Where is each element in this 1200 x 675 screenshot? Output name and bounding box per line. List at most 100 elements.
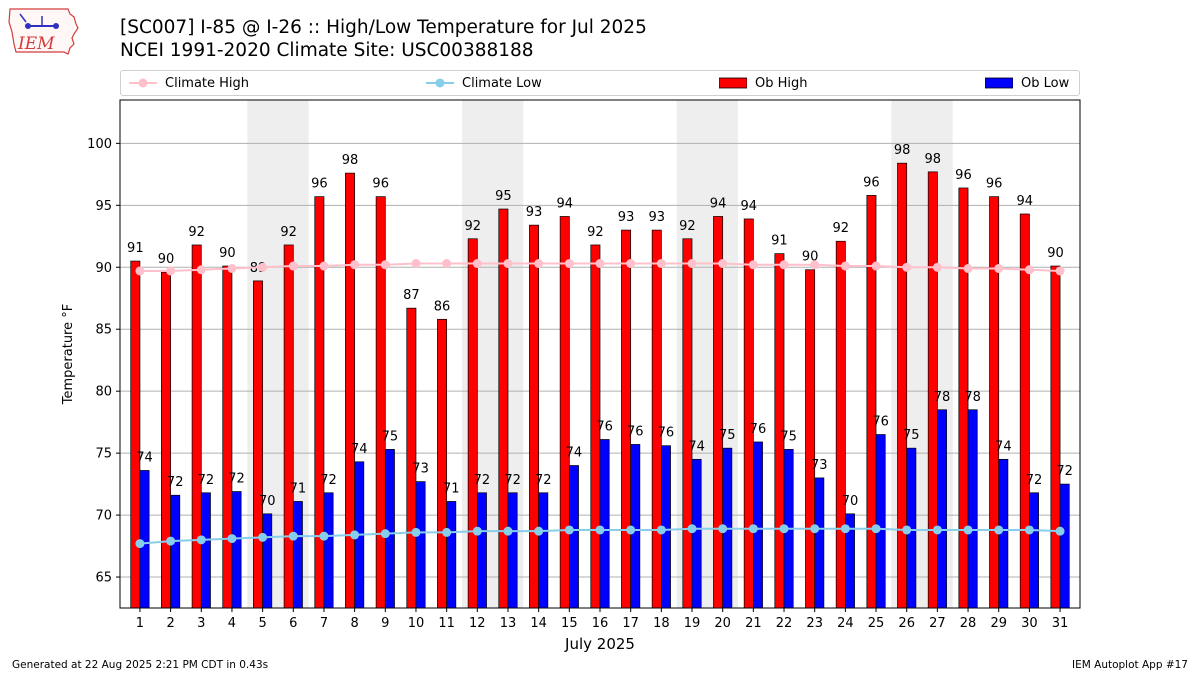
ob-low-bar [415,481,426,609]
ob-high-label: 90 [1047,246,1064,261]
legend-label-climate-high: Climate High [165,75,250,91]
climate-high-point [810,260,820,270]
ob-high-bar [682,238,693,609]
ob-low-label: 71 [290,481,307,496]
ob-high-label: 92 [280,225,297,240]
ob-high-label: 86 [434,299,451,314]
x-axis-label: July 2025 [564,635,635,653]
climate-high-point [840,261,850,271]
ob-high-label: 92 [188,225,205,240]
ob-high-label: 94 [740,199,757,214]
climate-high-point [227,264,237,274]
ob-low-bar [446,501,457,609]
ob-high-label: 98 [925,152,942,167]
ob-high-label: 92 [679,219,696,234]
x-tick-label: 5 [258,616,266,631]
climate-high-point [135,266,145,276]
climate-high-point [595,259,605,269]
ob-high-label: 98 [342,153,359,168]
ob-low-label: 76 [658,426,675,441]
climate-low-point [472,526,482,536]
climate-high-point [626,259,636,269]
ob-low-label: 75 [903,428,920,443]
x-tick-label: 29 [990,616,1007,631]
ob-high-bar [713,216,724,609]
climate-low-point [534,526,544,536]
y-tick-label: 80 [95,385,112,400]
ob-low-label: 74 [566,446,583,461]
x-tick-label: 21 [745,616,762,631]
x-tick-label: 19 [684,616,701,631]
x-tick-label: 30 [1021,616,1038,631]
climate-high-point [963,264,973,274]
ob-low-label: 71 [443,481,460,496]
climate-high-point [258,262,268,272]
ob-high-bar [1050,265,1061,609]
climate-high-point [503,259,513,269]
x-tick-label: 17 [622,616,639,631]
climate-high-point [779,260,789,270]
ob-low-bar [292,501,303,609]
x-tick-label: 22 [776,616,793,631]
ob-high-swatch-icon [719,77,747,89]
climate-low-point [626,525,636,535]
ob-low-bar [538,492,549,609]
ob-low-label: 73 [811,458,828,473]
ob-low-label: 76 [872,415,889,430]
x-tick-label: 3 [197,616,205,631]
ob-low-bar [384,449,395,609]
ob-low-label: 75 [780,429,797,444]
climate-low-point [564,525,574,535]
x-tick-label: 20 [714,616,731,631]
ob-high-bar [437,318,447,609]
y-tick-label: 100 [87,137,112,152]
legend-item-ob-low: Ob Low [985,71,1069,95]
ob-high-bar [161,271,171,609]
climate-high-point [1055,266,1065,276]
legend-label-ob-high: Ob High [755,75,808,91]
chart-subtitle: NCEI 1991-2020 Climate Site: USC00388188 [120,40,534,61]
climate-high-point [871,261,881,271]
y-axis-label: Temperature °F [61,304,76,405]
x-tick-label: 4 [228,616,236,631]
climate-low-point [196,535,206,545]
ob-high-label: 96 [372,177,389,192]
logo-text: IEM [17,34,55,54]
ob-low-bar [1059,483,1070,609]
legend-item-climate-low: Climate Low [426,71,542,95]
x-tick-label: 31 [1052,616,1069,631]
ob-high-bar [651,229,662,609]
ob-low-bar [200,492,211,609]
ob-low-bar [1029,492,1039,609]
climate-low-point [902,525,912,535]
climate-low-point [1055,526,1065,536]
climate-high-point [196,265,206,275]
climate-low-point [135,539,145,549]
x-tick-label: 10 [408,616,425,631]
ob-low-label: 76 [627,424,644,439]
ob-low-label: 74 [136,450,153,465]
ob-high-label: 92 [587,225,604,240]
ob-high-bar [253,280,263,609]
y-tick-label: 65 [95,571,112,586]
ob-low-label: 75 [719,428,736,443]
ob-low-label: 78 [934,390,951,405]
ob-low-label: 72 [535,473,552,488]
ob-low-label: 72 [1026,473,1043,488]
ob-high-bar [989,196,1000,609]
climate-low-point [718,524,728,534]
ob-low-bar [323,492,334,609]
ob-high-label: 90 [219,246,236,261]
climate-low-point [871,524,881,534]
ob-low-label: 72 [167,475,184,490]
x-tick-label: 18 [653,616,670,631]
ob-low-bar [231,491,242,609]
ob-low-bar [691,458,702,609]
climate-high-point [994,264,1004,274]
ob-low-bar [476,492,487,609]
ob-high-bar [375,196,386,609]
ob-high-label: 87 [403,288,420,303]
climate-high-point [748,260,758,270]
ob-low-bar [875,434,886,609]
climate-low-point [595,525,605,535]
